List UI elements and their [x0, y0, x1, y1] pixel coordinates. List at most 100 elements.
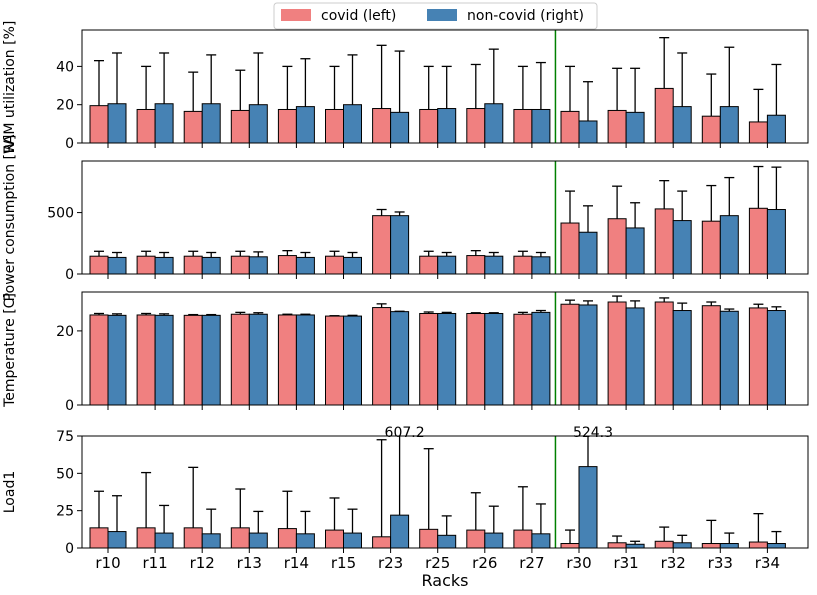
- bar-temp-non-covid-r15: [343, 315, 362, 406]
- bar-power-non-covid-r12: [201, 256, 221, 275]
- bar-power-non-covid-r33: [719, 215, 739, 275]
- bar-ram-non-covid-r13: [248, 104, 268, 144]
- bar-load-non-covid-r31: [625, 543, 645, 549]
- bar-load-non-covid-r11: [154, 532, 174, 549]
- xtick-label-r30: r30: [566, 554, 591, 572]
- bar-temp-covid-r31: [607, 301, 627, 406]
- ylabel-load1: Load1: [2, 471, 18, 514]
- bar-power-covid-r31: [607, 218, 627, 275]
- bar-power-covid-r34: [748, 207, 768, 275]
- bar-ram-non-covid-r23: [390, 111, 410, 144]
- legend-label-covid: covid (left): [321, 8, 396, 24]
- bar-temp-non-covid-r27: [531, 311, 551, 406]
- bar-load-non-covid-r14: [295, 533, 315, 549]
- bar-temp-non-covid-r33: [719, 310, 739, 406]
- bar-load-non-covid-r34: [766, 543, 786, 549]
- bar-power-non-covid-r10: [107, 256, 127, 275]
- bar-temp-non-covid-r23: [390, 311, 410, 406]
- legend: covid (left) non-covid (right): [273, 2, 598, 30]
- bar-power-non-covid-r31: [625, 227, 645, 275]
- bar-temp-non-covid-r31: [625, 307, 645, 406]
- bar-load-non-covid-r13: [248, 532, 268, 549]
- ytick-label-load-50: 50: [56, 466, 74, 482]
- bar-power-covid-r10: [89, 255, 109, 275]
- xtick-label-r15: r15: [331, 554, 356, 572]
- bar-ram-covid-r27: [513, 108, 533, 144]
- ytick-label-load-75: 75: [56, 429, 74, 445]
- ylabel-power: Power consumption [W]: [2, 135, 18, 302]
- bar-ram-non-covid-r34: [766, 114, 786, 144]
- bar-temp-covid-r34: [748, 307, 768, 406]
- bar-ram-non-covid-r26: [484, 103, 504, 144]
- bar-load-covid-r11: [136, 527, 156, 549]
- bar-ram-non-covid-r12: [201, 103, 221, 144]
- bar-ram-non-covid-r11: [154, 103, 174, 144]
- bar-ram-non-covid-r27: [531, 108, 551, 144]
- bar-temp-covid-r10: [89, 314, 109, 406]
- ytick-label-ram-0: 0: [65, 136, 74, 152]
- bar-temp-covid-r26: [466, 312, 486, 406]
- bar-temp-non-covid-r30: [578, 304, 598, 406]
- bar-ram-covid-r10: [89, 105, 109, 144]
- bar-power-covid-r15: [325, 255, 344, 275]
- xtick-label-r34: r34: [755, 554, 780, 572]
- bar-ram-covid-r11: [136, 108, 156, 144]
- bar-power-covid-r11: [136, 255, 156, 275]
- bar-ram-covid-r23: [372, 108, 392, 144]
- bar-load-non-covid-r26: [484, 532, 504, 549]
- panel-load: 0 25 50 75 607.2 524.3: [56, 425, 809, 557]
- bar-temp-non-covid-r32: [672, 310, 692, 406]
- bar-load-non-covid-r12: [201, 533, 221, 549]
- bar-temp-covid-r32: [654, 301, 674, 406]
- ytick-label-ram-20: 20: [56, 98, 74, 114]
- xtick-label-r12: r12: [190, 554, 215, 572]
- xtick-label-r31: r31: [613, 554, 638, 572]
- bar-ram-covid-r30: [560, 110, 580, 144]
- bar-load-covid-r33: [701, 543, 721, 549]
- ytick-label-power-500: 500: [47, 206, 74, 222]
- bar-power-non-covid-r27: [531, 256, 551, 275]
- bar-temp-covid-r33: [701, 305, 721, 406]
- bar-temp-non-covid-r26: [484, 312, 504, 406]
- bar-temp-covid-r12: [183, 314, 203, 406]
- bar-ram-covid-r26: [466, 108, 486, 144]
- bar-temp-covid-r25: [419, 312, 439, 406]
- bar-power-non-covid-r26: [484, 255, 504, 275]
- bar-ram-covid-r12: [183, 110, 203, 144]
- ytick-label-ram-40: 40: [56, 59, 74, 75]
- bar-load-covid-r26: [466, 529, 486, 549]
- bar-power-covid-r23: [372, 215, 392, 275]
- bar-power-covid-r27: [513, 255, 533, 275]
- axes-frame-ram: [81, 29, 809, 144]
- bar-ram-covid-r33: [701, 115, 721, 144]
- ytick-label-load-25: 25: [56, 504, 74, 520]
- bar-load-non-covid-r30: [578, 466, 598, 549]
- annotation-r30: 524.3: [573, 425, 613, 441]
- bar-ram-non-covid-r15: [343, 104, 362, 144]
- bar-load-covid-r34: [748, 541, 768, 549]
- xtick-label-r11: r11: [142, 554, 167, 572]
- bar-ram-non-covid-r10: [107, 103, 127, 144]
- xtick-label-r27: r27: [519, 554, 544, 572]
- bar-power-non-covid-r25: [437, 255, 457, 275]
- panel-power: 0 500: [47, 160, 809, 283]
- bar-temp-non-covid-r12: [201, 314, 221, 406]
- bar-temp-covid-r14: [277, 314, 297, 406]
- xtick-label-r13: r13: [237, 554, 262, 572]
- annotation-r23: 607.2: [385, 425, 425, 441]
- bar-ram-non-covid-r31: [625, 111, 645, 144]
- bar-load-non-covid-r27: [531, 533, 551, 549]
- axes-frame-temp: [81, 291, 809, 406]
- bar-power-covid-r33: [701, 220, 721, 275]
- bar-power-covid-r32: [654, 208, 674, 275]
- ytick-label-temp-0: 0: [65, 398, 74, 414]
- bar-temp-non-covid-r14: [295, 314, 315, 406]
- bar-load-non-covid-r32: [672, 542, 692, 549]
- panel-ram: 0 20 40: [56, 29, 809, 152]
- bar-ram-covid-r13: [230, 109, 250, 144]
- bar-load-covid-r14: [277, 528, 297, 549]
- axes-frame-load: [81, 435, 809, 549]
- bar-load-covid-r23: [372, 536, 392, 549]
- bar-load-covid-r32: [654, 540, 674, 549]
- bar-load-covid-r15: [325, 529, 344, 549]
